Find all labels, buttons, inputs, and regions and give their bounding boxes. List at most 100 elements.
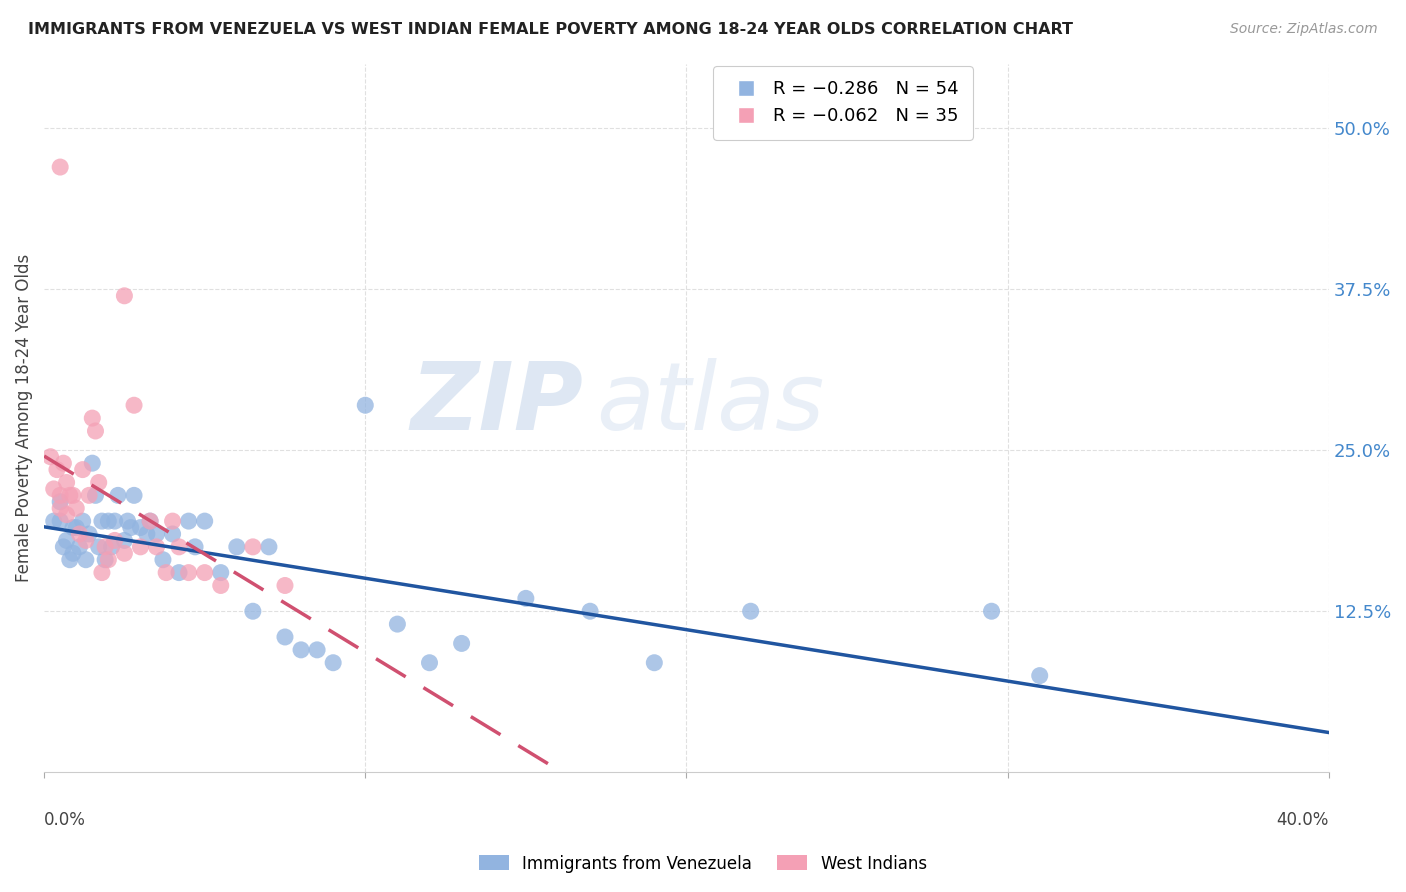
Point <box>120 520 142 534</box>
Point <box>354 398 377 412</box>
Point <box>129 540 152 554</box>
Point <box>62 488 84 502</box>
Point <box>49 488 72 502</box>
Point <box>84 424 107 438</box>
Point <box>62 546 84 560</box>
Point <box>194 566 217 580</box>
Point <box>55 475 77 490</box>
Point <box>87 475 110 490</box>
Point <box>145 527 167 541</box>
Point <box>135 527 157 541</box>
Point <box>82 456 104 470</box>
Point <box>209 566 232 580</box>
Point <box>242 540 264 554</box>
Point <box>52 540 75 554</box>
Point <box>145 540 167 554</box>
Point <box>59 553 82 567</box>
Point <box>49 501 72 516</box>
Point <box>194 514 217 528</box>
Point <box>225 540 247 554</box>
Point <box>52 456 75 470</box>
Point <box>122 488 145 502</box>
Legend: R = −0.286   N = 54, R = −0.062   N = 35: R = −0.286 N = 54, R = −0.062 N = 35 <box>713 66 973 140</box>
Legend: Immigrants from Venezuela, West Indians: Immigrants from Venezuela, West Indians <box>472 848 934 880</box>
Point <box>177 514 200 528</box>
Point <box>65 501 87 516</box>
Point <box>1028 668 1050 682</box>
Point <box>129 520 152 534</box>
Point <box>274 578 297 592</box>
Point <box>77 527 100 541</box>
Point <box>139 514 162 528</box>
Point <box>69 540 91 554</box>
Point <box>55 508 77 522</box>
Point <box>75 553 97 567</box>
Point <box>100 540 122 554</box>
Point <box>59 488 82 502</box>
Point <box>274 630 297 644</box>
Point <box>177 566 200 580</box>
Point <box>87 540 110 554</box>
Point <box>104 514 127 528</box>
Point <box>39 450 62 464</box>
Point <box>167 566 190 580</box>
Text: 0.0%: 0.0% <box>44 811 86 829</box>
Point <box>49 160 72 174</box>
Text: Source: ZipAtlas.com: Source: ZipAtlas.com <box>1230 22 1378 37</box>
Point <box>82 411 104 425</box>
Point <box>90 514 112 528</box>
Point <box>162 527 184 541</box>
Point <box>69 527 91 541</box>
Point <box>94 540 117 554</box>
Point <box>72 514 94 528</box>
Point <box>450 636 472 650</box>
Point <box>162 514 184 528</box>
Point <box>112 546 135 560</box>
Point <box>75 533 97 548</box>
Point <box>290 643 312 657</box>
Point <box>42 514 65 528</box>
Point <box>65 520 87 534</box>
Point <box>46 462 69 476</box>
Point <box>104 533 127 548</box>
Point <box>242 604 264 618</box>
Point <box>167 540 190 554</box>
Point <box>97 553 120 567</box>
Point <box>94 553 117 567</box>
Point <box>112 289 135 303</box>
Point <box>307 643 329 657</box>
Point <box>139 514 162 528</box>
Point <box>980 604 1002 618</box>
Text: atlas: atlas <box>596 359 825 450</box>
Point <box>97 514 120 528</box>
Point <box>62 520 84 534</box>
Point <box>107 488 129 502</box>
Point <box>72 462 94 476</box>
Text: IMMIGRANTS FROM VENEZUELA VS WEST INDIAN FEMALE POVERTY AMONG 18-24 YEAR OLDS CO: IMMIGRANTS FROM VENEZUELA VS WEST INDIAN… <box>28 22 1073 37</box>
Point <box>77 488 100 502</box>
Point <box>155 566 177 580</box>
Text: 40.0%: 40.0% <box>1277 811 1329 829</box>
Y-axis label: Female Poverty Among 18-24 Year Olds: Female Poverty Among 18-24 Year Olds <box>15 254 32 582</box>
Point <box>42 482 65 496</box>
Point <box>112 533 135 548</box>
Point <box>643 656 665 670</box>
Point <box>184 540 207 554</box>
Point <box>90 566 112 580</box>
Point <box>84 488 107 502</box>
Point <box>152 553 174 567</box>
Text: ZIP: ZIP <box>411 358 583 450</box>
Point <box>117 514 139 528</box>
Point <box>257 540 280 554</box>
Point <box>740 604 762 618</box>
Point <box>322 656 344 670</box>
Point <box>55 533 77 548</box>
Point <box>49 514 72 528</box>
Point <box>49 495 72 509</box>
Point <box>122 398 145 412</box>
Point <box>387 617 409 632</box>
Point <box>579 604 602 618</box>
Point <box>418 656 440 670</box>
Point <box>515 591 537 606</box>
Point <box>209 578 232 592</box>
